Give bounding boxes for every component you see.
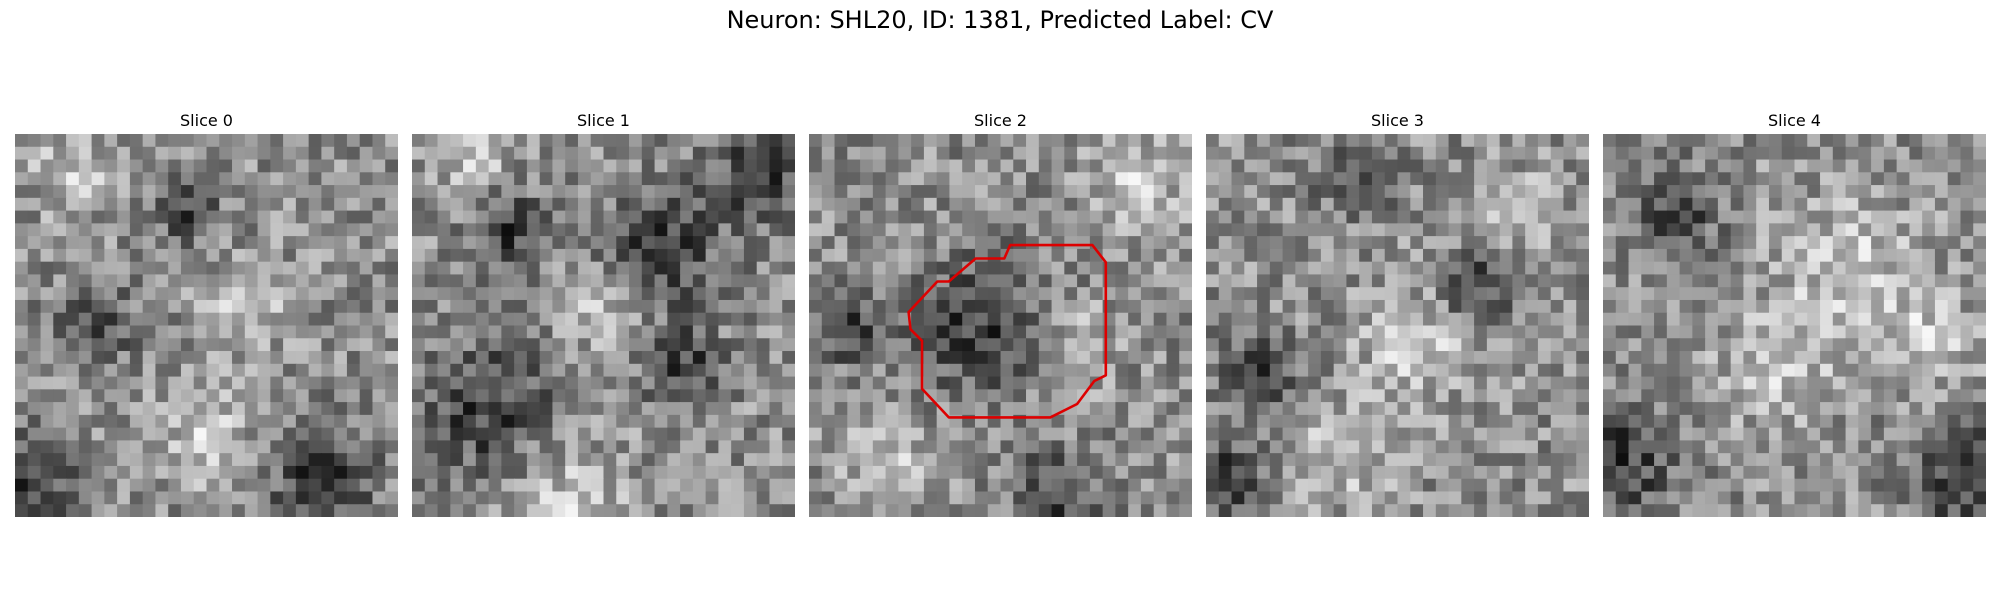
slice-image-3 [1206,134,1589,517]
slice-image-1 [412,134,795,517]
slice-title: Slice 2 [974,111,1027,130]
roi-outline [907,243,1108,419]
slice-image-0 [15,134,398,517]
slice-panel-3: Slice 3 [1206,110,1589,517]
slice-title: Slice 4 [1768,111,1821,130]
slice-image-2 [809,134,1192,517]
slice-panel-4: Slice 4 [1603,110,1986,517]
slice-title: Slice 0 [180,111,233,130]
slice-title: Slice 3 [1371,111,1424,130]
slice-panel-0: Slice 0 [15,110,398,517]
figure-title: Neuron: SHL20, ID: 1381, Predicted Label… [726,6,1274,34]
slice-image-4 [1603,134,1986,517]
slice-title: Slice 1 [577,111,630,130]
slice-panel-2: Slice 2 [809,110,1192,517]
slice-panel-1: Slice 1 [412,110,795,517]
